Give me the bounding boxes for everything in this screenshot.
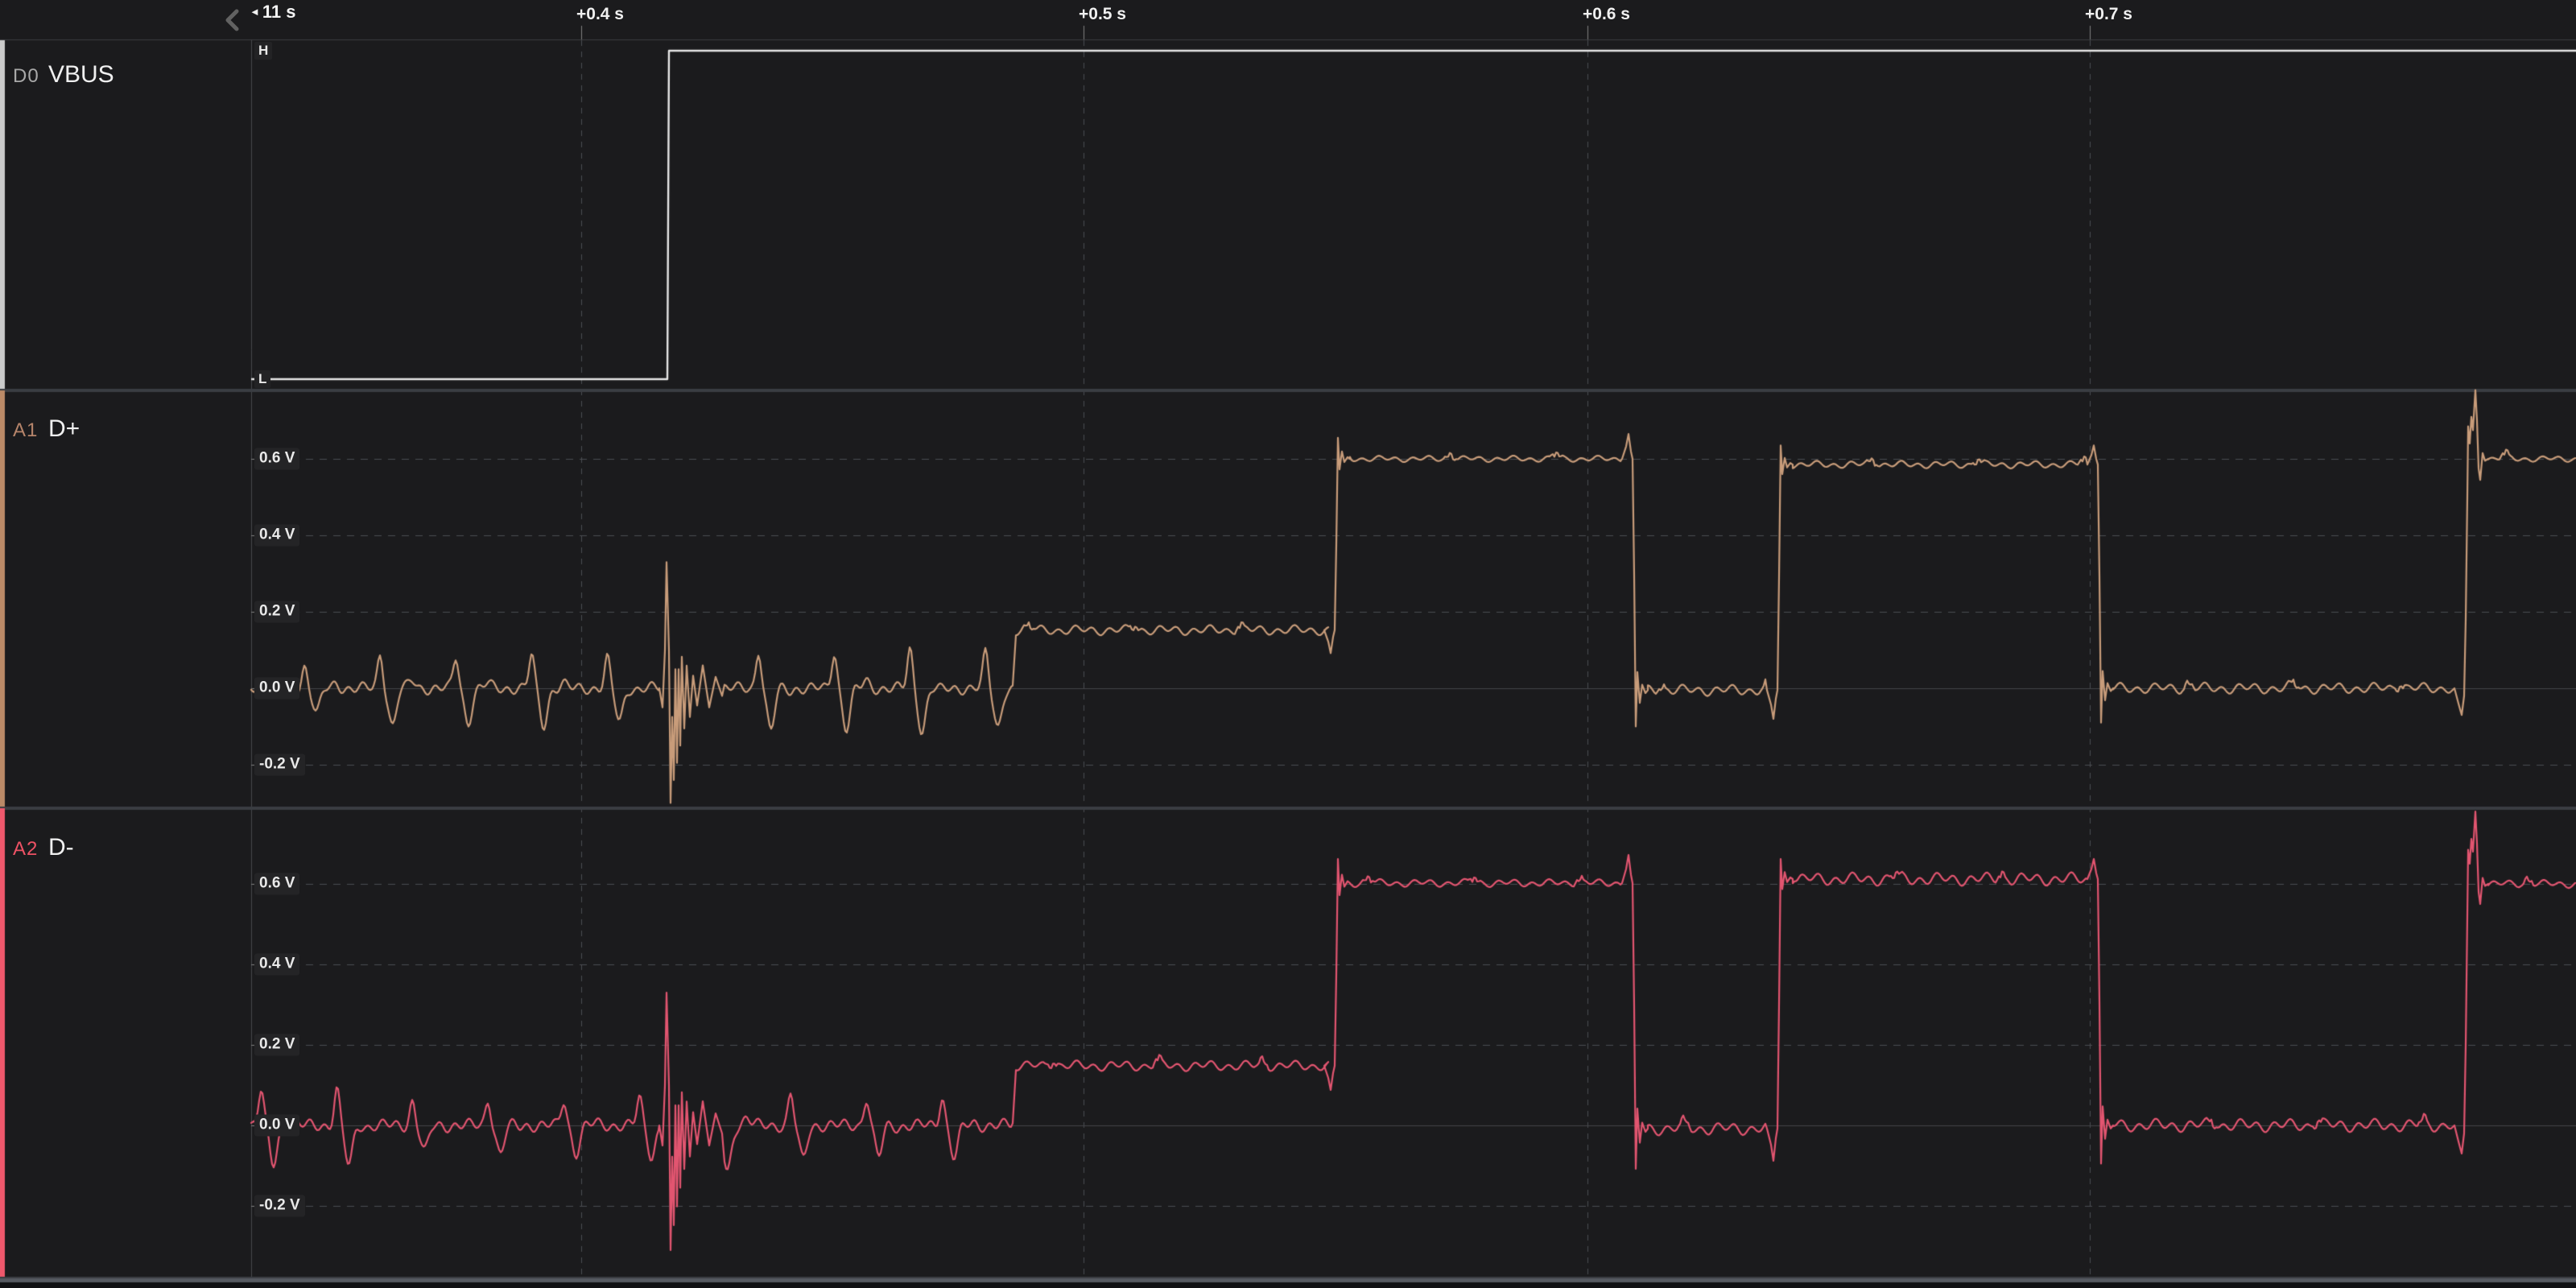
ruler-tick-label: +0.5 s: [1079, 5, 1126, 23]
channel-id-a1[interactable]: A1: [13, 419, 39, 441]
chevron-left-icon[interactable]: [221, 6, 245, 34]
timeline-start-marker: ◄ 11 s: [250, 2, 295, 23]
marker-arrow-icon: ◄: [250, 6, 260, 18]
ruler-tick-label: +0.4 s: [576, 5, 624, 23]
channel-name-d0[interactable]: VBUS: [48, 61, 114, 88]
timeline-ruler[interactable]: ◄ 11 s +0.4 s +0.5 s +0.6 s +0.7 s: [0, 0, 2576, 40]
ruler-tick-label: +0.6 s: [1583, 5, 1630, 23]
marker-label: 11 s: [262, 2, 296, 22]
channel-name-a2[interactable]: D-: [48, 834, 74, 861]
ruler-tick-label: +0.7 s: [2085, 5, 2132, 23]
channel-id-d0[interactable]: D0: [13, 65, 39, 87]
channel-id-a2[interactable]: A2: [13, 838, 39, 860]
channel-name-a1[interactable]: D+: [48, 415, 80, 442]
